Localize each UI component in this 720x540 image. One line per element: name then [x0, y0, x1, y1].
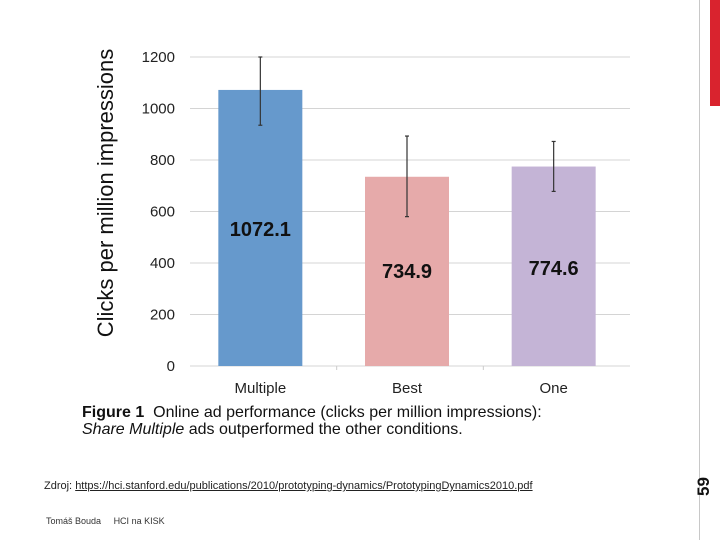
- caption-line-1: Online ad performance (clicks per millio…: [153, 404, 542, 421]
- data-label: 1072.1: [230, 219, 291, 241]
- figure-caption: Figure 1 Online ad performance (clicks p…: [82, 404, 642, 438]
- y-tick-label: 200: [150, 307, 175, 324]
- side-divider: [699, 0, 700, 540]
- y-tick-labels: 0 200 400 600 800 1000 1200: [142, 49, 175, 375]
- source-link[interactable]: https://hci.stanford.edu/publications/20…: [75, 480, 533, 492]
- slide-number: 59: [694, 477, 713, 496]
- y-tick-label: 0: [167, 358, 175, 375]
- data-label: 774.6: [529, 258, 579, 280]
- y-tick-label: 400: [150, 255, 175, 272]
- category-label: Multiple: [234, 380, 286, 397]
- source-prefix: Zdroj:: [44, 480, 73, 492]
- source-line: Zdroj: https://hci.stanford.edu/publicat…: [44, 480, 533, 492]
- y-axis-title: Clicks per million impressions: [93, 49, 118, 338]
- footer-course: HCI na KISK: [113, 516, 165, 526]
- y-tick-label: 1200: [142, 49, 175, 66]
- y-tick-label: 800: [150, 152, 175, 169]
- caption-italic: Share Multiple: [82, 421, 185, 438]
- y-tick-label: 1000: [142, 101, 175, 118]
- bar: [218, 89, 303, 366]
- bar: [511, 166, 596, 366]
- category-labels: Multiple Best One: [234, 380, 567, 397]
- figure-label: Figure 1: [82, 404, 145, 421]
- caption-line-2: ads outperformed the other conditions.: [188, 421, 463, 438]
- data-labels: 1072.1 734.9 774.6: [230, 219, 579, 283]
- footer-author: Tomáš Bouda: [46, 516, 102, 526]
- data-label: 734.9: [382, 261, 432, 283]
- error-bars: [258, 56, 556, 218]
- accent-bar: [710, 0, 720, 106]
- category-label: One: [539, 380, 567, 397]
- bar-chart: 0 200 400 600 800 1000 1200 Clicks per million…: [93, 49, 630, 397]
- category-label: Best: [392, 380, 423, 397]
- slide-footer: Tomáš Bouda HCI na KISK: [46, 516, 175, 526]
- y-tick-label: 600: [150, 204, 175, 221]
- bars: [218, 89, 596, 366]
